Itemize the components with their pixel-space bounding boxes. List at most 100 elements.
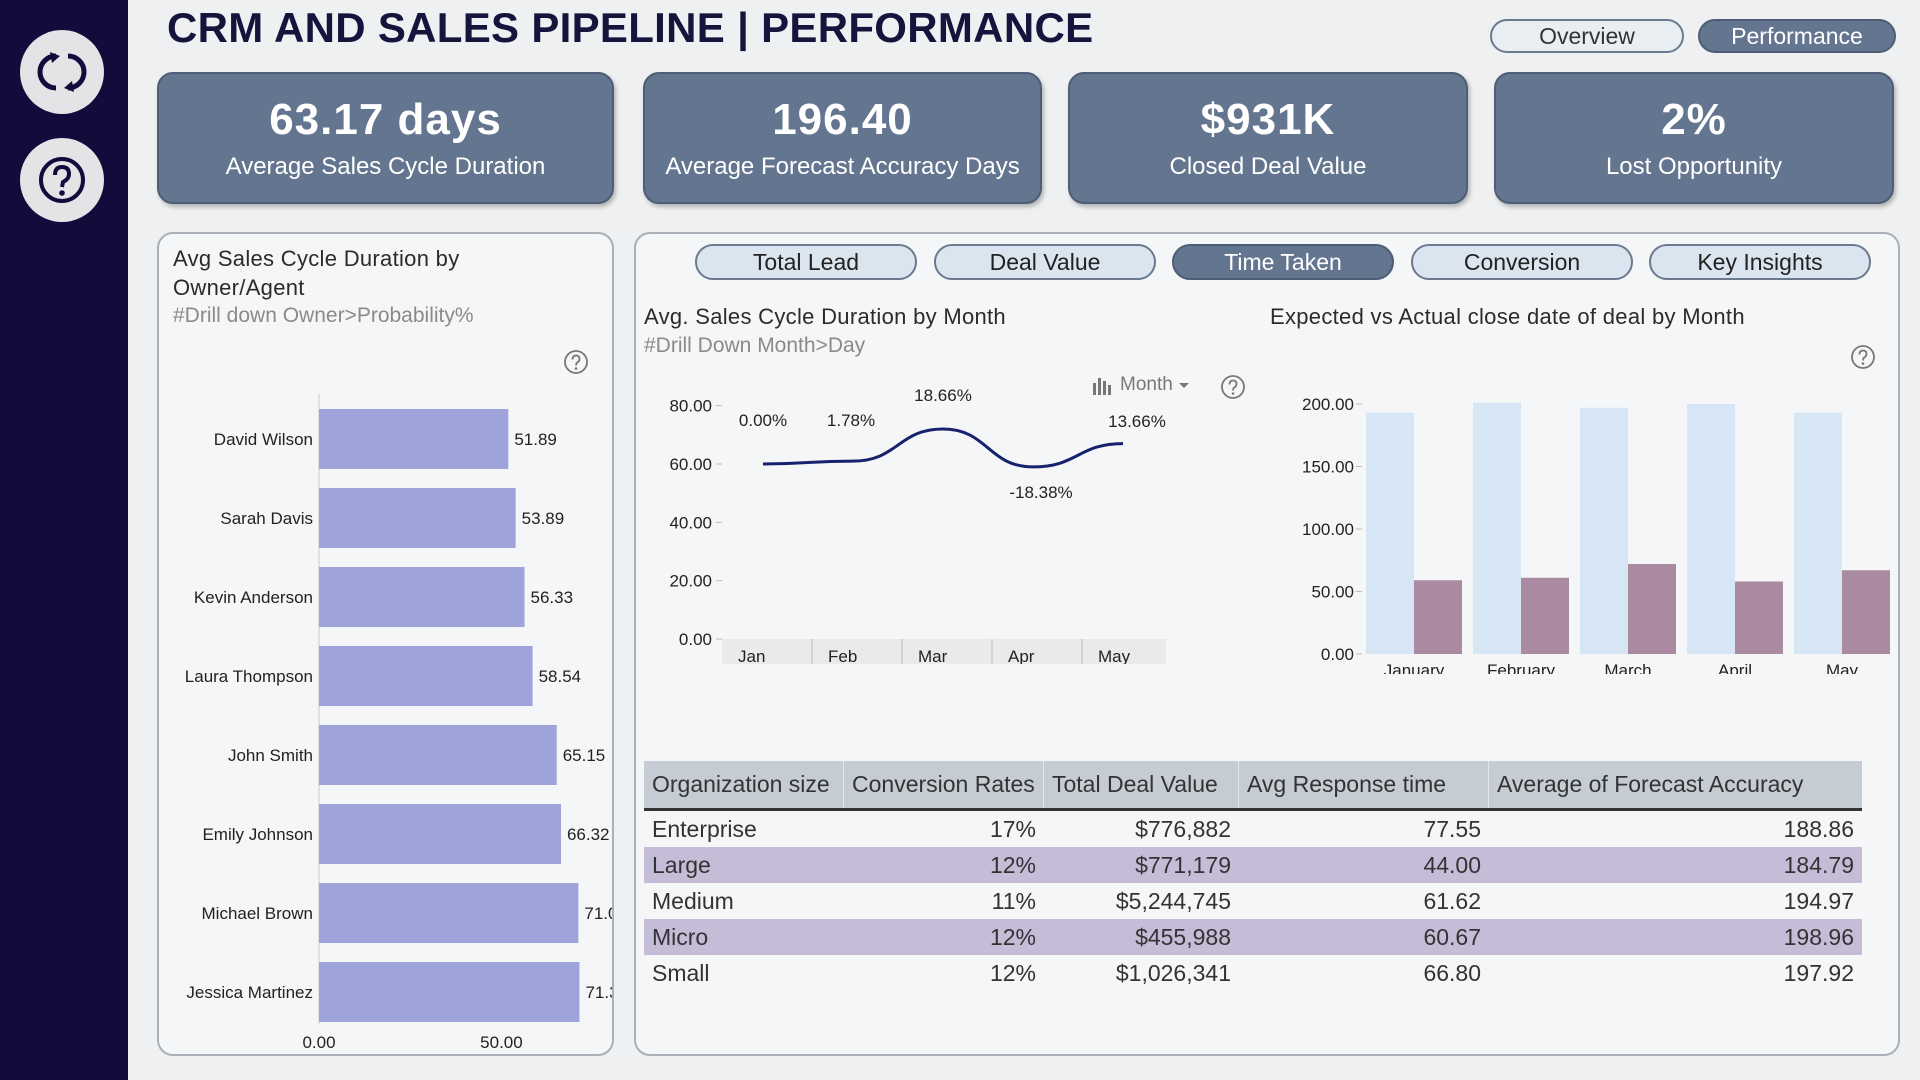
category-label: David Wilson — [214, 430, 313, 449]
category-label: January — [1384, 661, 1445, 674]
tab-conversion[interactable]: Conversion — [1411, 244, 1633, 280]
tab-deal-value[interactable]: Deal Value — [934, 244, 1156, 280]
bar — [319, 567, 525, 627]
category-label: Michael Brown — [202, 904, 314, 923]
table-cell: 12% — [989, 851, 1036, 878]
data-label: 56.33 — [531, 588, 574, 607]
data-label: 71.38 — [585, 983, 612, 1002]
bar-expected — [1794, 412, 1842, 654]
category-label: Jessica Martinez — [186, 983, 313, 1002]
table-cell: 12% — [989, 923, 1036, 950]
table-cell: Small — [652, 959, 710, 986]
help-icon[interactable] — [563, 349, 589, 375]
y-tick-label: 0.00 — [679, 630, 712, 649]
bar-expected — [1687, 404, 1735, 654]
table-cell: 194.97 — [1783, 887, 1854, 914]
category-label: Kevin Anderson — [194, 588, 313, 607]
column-header[interactable]: Total Deal Value — [1044, 761, 1239, 808]
y-tick-label: 150.00 — [1302, 458, 1354, 477]
kpi-card-lost-opportunity: 2% Lost Opportunity — [1494, 72, 1894, 204]
x-tick-label: Apr — [1008, 647, 1035, 664]
chart-title-line2: Owner/Agent — [173, 275, 305, 300]
table-cell: $776,882 — [1135, 815, 1231, 842]
table-cell: 188.86 — [1783, 815, 1854, 842]
category-label: March — [1604, 661, 1651, 674]
help-icon[interactable] — [1850, 344, 1876, 370]
table-cell: 60.67 — [1423, 923, 1481, 950]
kpi-card-sales-cycle: 63.17 days Average Sales Cycle Duration — [157, 72, 614, 204]
line-chart-title: Avg. Sales Cycle Duration by Month — [644, 304, 1006, 329]
series-line — [762, 427, 1124, 469]
tab-total-lead[interactable]: Total Lead — [695, 244, 917, 280]
kpi-value: $931K — [1200, 95, 1336, 144]
table-cell: Micro — [652, 923, 709, 950]
table-cell: Enterprise — [652, 815, 757, 842]
bar-chart-icon — [1093, 378, 1111, 395]
bar — [319, 883, 579, 943]
table-row[interactable]: Micro 12% $455,988 60.67 198.96 — [644, 919, 1862, 955]
bar-expected — [1473, 402, 1521, 654]
column-header[interactable]: Average of Forecast Accuracy — [1497, 771, 1804, 797]
data-label: 71.09 — [584, 904, 612, 923]
data-label: 1.78% — [827, 411, 875, 430]
overview-button[interactable]: Overview — [1490, 19, 1684, 53]
performance-panel: Total Lead Deal Value Time Taken Convers… — [634, 232, 1900, 1056]
data-label: 13.66% — [1108, 412, 1166, 431]
tick-label: 50.00 — [480, 1033, 523, 1052]
kpi-card-forecast-accuracy: 196.40 Average Forecast Accuracy Days — [643, 72, 1042, 204]
data-label: 65.15 — [563, 746, 606, 765]
y-tick-label: 0.00 — [1321, 645, 1354, 664]
kpi-value: 2% — [1661, 95, 1727, 144]
category-label: John Smith — [228, 746, 313, 765]
y-tick-label: 40.00 — [669, 513, 712, 532]
kpi-label: Average Sales Cycle Duration — [225, 153, 546, 180]
y-tick-label: 80.00 — [669, 397, 712, 416]
column-header[interactable]: Conversion Rates — [844, 761, 1044, 808]
help-icon[interactable] — [1220, 374, 1246, 400]
tick-label: 0.00 — [302, 1033, 335, 1052]
category-label: Sarah Davis — [220, 509, 313, 528]
bar — [319, 804, 561, 864]
category-label: Laura Thompson — [185, 667, 313, 686]
help-icon — [39, 157, 85, 203]
data-label: 0.00% — [739, 411, 787, 430]
data-label: -18.38% — [1009, 483, 1072, 502]
page-title: CRM AND SALES PIPELINE | PERFORMANCE — [167, 4, 1094, 51]
x-tick-label: Feb — [828, 647, 857, 664]
table-cell: Large — [652, 851, 711, 878]
kpi-label: Lost Opportunity — [1605, 153, 1783, 180]
category-label: April — [1718, 661, 1752, 674]
performance-button[interactable]: Performance — [1698, 19, 1896, 53]
y-tick-label: 200.00 — [1302, 395, 1354, 414]
data-label: 66.32 — [567, 825, 610, 844]
table-cell: 44.00 — [1423, 851, 1481, 878]
monthly-duration-line-chart: JanFebMarAprMayJun20240.0020.0040.0060.0… — [669, 386, 1166, 664]
data-label: 51.89 — [514, 430, 557, 449]
category-label: February — [1487, 661, 1556, 674]
table-cell: $455,988 — [1135, 923, 1231, 950]
table-row[interactable]: Large 12% $771,179 44.00 184.79 — [644, 847, 1862, 883]
table-row[interactable]: Enterprise 17% $776,882 77.55 188.86 — [644, 811, 1862, 847]
tab-key-insights[interactable]: Key Insights — [1649, 244, 1871, 280]
tab-time-taken[interactable]: Time Taken — [1172, 244, 1394, 280]
table-cell: 197.92 — [1783, 959, 1854, 986]
table-cell: $771,179 — [1135, 851, 1231, 878]
column-header[interactable]: Organization size — [644, 761, 844, 808]
chart-title-line1: Avg Sales Cycle Duration by — [173, 246, 460, 271]
table-cell: Medium — [652, 887, 734, 914]
bar — [319, 409, 509, 469]
bar-actual — [1735, 581, 1783, 654]
chart-subtitle: #Drill down Owner>Probability% — [173, 304, 474, 327]
month-drill-control[interactable]: Month — [1092, 374, 1191, 396]
column-header[interactable]: Avg Response time — [1239, 761, 1489, 808]
kpi-label: Closed Deal Value — [1169, 153, 1367, 180]
y-tick-label: 50.00 — [1311, 583, 1354, 602]
data-label: 53.89 — [522, 509, 565, 528]
help-button[interactable] — [20, 138, 104, 222]
refresh-button[interactable] — [20, 30, 104, 114]
table-row[interactable]: Small 12% $1,026,341 66.80 197.92 — [644, 955, 1862, 991]
owner-duration-panel: Avg Sales Cycle Duration by Owner/Agent … — [157, 232, 614, 1056]
category-label: Emily Johnson — [202, 825, 313, 844]
x-tick-label: Jan — [738, 647, 765, 664]
table-row[interactable]: Medium 11% $5,244,745 61.62 194.97 — [644, 883, 1862, 919]
